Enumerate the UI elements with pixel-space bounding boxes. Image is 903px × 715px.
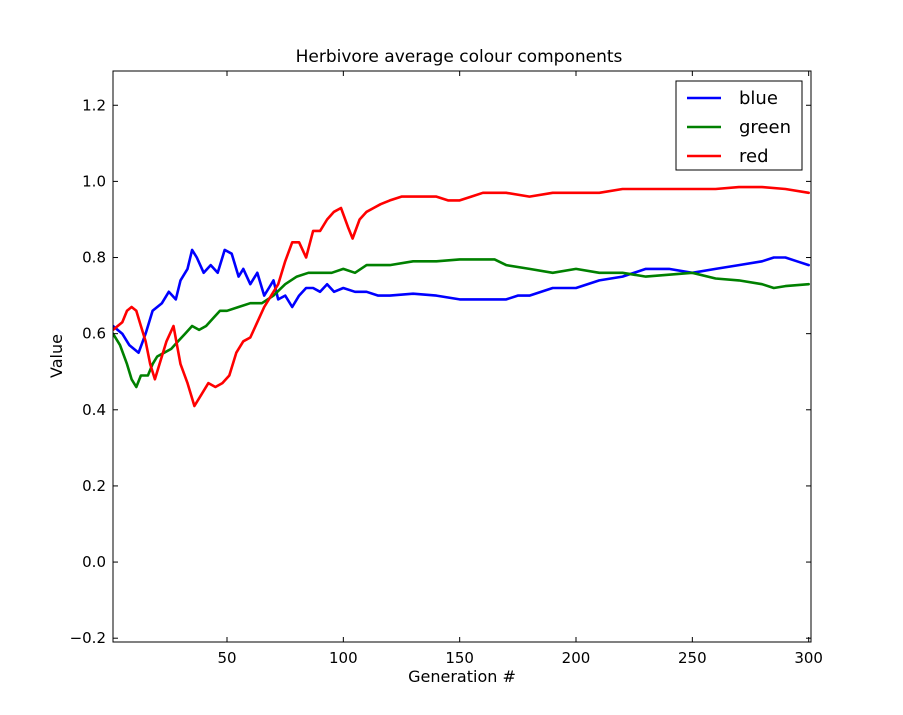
series-line-red bbox=[113, 185, 810, 408]
x-tick-label: 150 bbox=[445, 649, 474, 667]
y-tick-label: −0.2 bbox=[70, 629, 106, 647]
series-line-blue bbox=[113, 248, 810, 354]
legend: blue green red bbox=[675, 80, 803, 171]
legend-label-green: green bbox=[739, 117, 791, 138]
y-axis-label: Value bbox=[47, 334, 66, 378]
series-layer bbox=[113, 185, 810, 408]
tick-layer: 50 100 150 200 250 300 −0.2 0.0 0.2 0.4 0.6 0.8 1.0 1… bbox=[70, 71, 823, 667]
x-tick-label: 200 bbox=[562, 649, 591, 667]
legend-label-blue: blue bbox=[739, 88, 778, 109]
chart-title: Herbivore average colour components bbox=[296, 47, 623, 67]
y-tick-label: 1.2 bbox=[82, 96, 106, 114]
x-tick-label: 50 bbox=[217, 649, 236, 667]
x-axis-label: Generation # bbox=[408, 667, 516, 686]
y-tick-label: 1.0 bbox=[82, 172, 106, 190]
x-tick-label: 250 bbox=[678, 649, 707, 667]
legend-label-red: red bbox=[739, 146, 769, 167]
y-tick-label: 0.2 bbox=[82, 477, 106, 495]
x-tick-label: 100 bbox=[329, 649, 358, 667]
y-tick-label: 0.6 bbox=[82, 325, 106, 343]
y-tick-label: 0.4 bbox=[82, 401, 106, 419]
x-tick-label: 300 bbox=[794, 649, 823, 667]
plot-frame bbox=[112, 70, 812, 643]
y-tick-label: 0.8 bbox=[82, 249, 106, 267]
y-tick-label: 0.0 bbox=[82, 553, 106, 571]
